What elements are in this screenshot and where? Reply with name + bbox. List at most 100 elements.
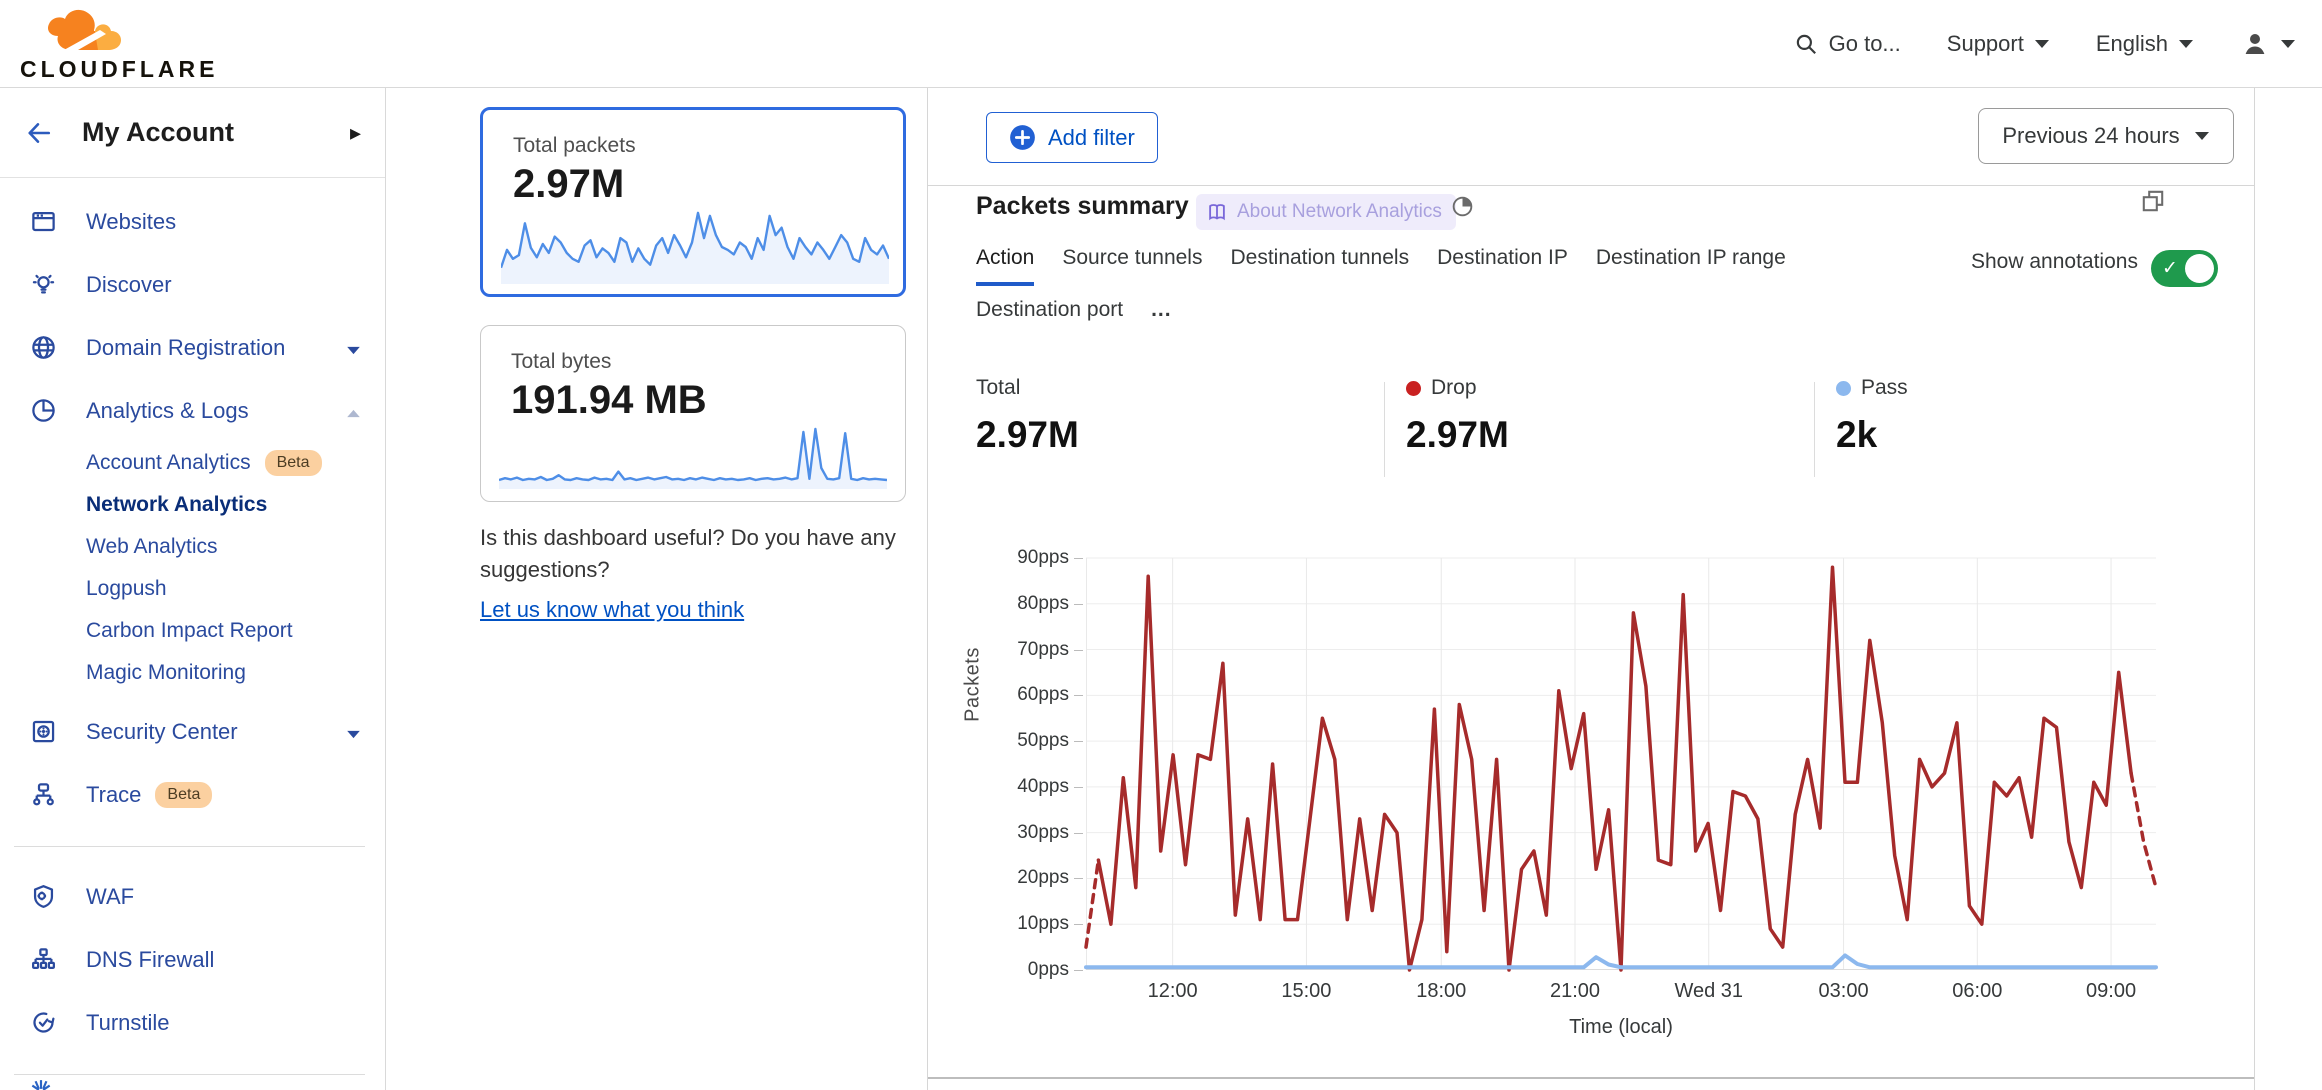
sidebar-item-label: Websites	[86, 208, 177, 234]
sidebar-item-turnstile[interactable]: Turnstile	[0, 991, 385, 1054]
stat-label: Pass	[1861, 376, 1908, 399]
plus-circle-icon	[1010, 125, 1035, 150]
x-tick-label: Wed 31	[1674, 980, 1744, 1002]
stat-drop[interactable]: Drop 2.97M	[1406, 376, 1509, 456]
chevron-down-icon	[2179, 40, 2193, 48]
chevron-right-icon[interactable]: ▸	[349, 119, 361, 145]
beta-badge: Beta	[264, 450, 322, 476]
tabs-overflow-button[interactable]: ...	[1151, 298, 1172, 321]
toggle-knob	[2185, 254, 2214, 283]
go-to-search[interactable]: Go to...	[1793, 31, 1901, 57]
filter-toolbar: Add filter Previous 24 hours	[928, 88, 2254, 186]
sidebar-item-waf[interactable]: WAF	[0, 865, 385, 928]
time-range-dropdown[interactable]: Previous 24 hours	[1978, 108, 2234, 164]
top-header-bar: CLOUDFLARE Go to... Support English	[0, 0, 2322, 88]
x-tick-label: 03:00	[1818, 980, 1869, 1002]
y-tick-mark	[1074, 603, 1083, 605]
section-divider	[928, 1077, 2254, 1079]
add-filter-label: Add filter	[1048, 124, 1135, 150]
tab-destination-ip[interactable]: Destination IP	[1437, 246, 1568, 269]
total-bytes-card[interactable]: Total bytes 191.94 MB	[480, 325, 906, 502]
beta-badge: Beta	[155, 781, 213, 808]
y-tick-mark	[1074, 878, 1083, 880]
add-filter-button[interactable]: Add filter	[986, 112, 1158, 163]
sidebar-item-discover[interactable]: Discover	[0, 253, 385, 316]
cloudflare-logo[interactable]: CLOUDFLARE	[20, 6, 214, 82]
tab-action[interactable]: Action	[976, 246, 1035, 286]
chevron-down-icon	[2281, 40, 2295, 48]
dns-firewall-icon	[30, 946, 57, 973]
y-tick-mark	[1074, 649, 1083, 651]
account-header: My Account ▸	[0, 88, 385, 178]
sidebar-item-label: Discover	[86, 271, 172, 297]
sidebar-item-analytics-logs[interactable]: Analytics & Logs	[0, 379, 385, 442]
sidebar-item-label: Network Analytics	[86, 493, 268, 516]
card-value: 2.97M	[513, 162, 625, 206]
total-packets-card[interactable]: Total packets 2.97M	[480, 107, 906, 297]
security-center-icon	[30, 718, 57, 745]
sidebar-item-trace[interactable]: Trace Beta	[0, 763, 385, 826]
language-label: English	[2095, 31, 2168, 56]
account-title: My Account	[82, 117, 235, 147]
y-tick-label: 50pps	[1017, 730, 1069, 752]
websites-icon	[30, 208, 57, 235]
sidebar-item-dns-firewall[interactable]: DNS Firewall	[0, 928, 385, 991]
y-tick-label: 40pps	[1017, 775, 1069, 797]
language-menu[interactable]: English	[2096, 31, 2194, 57]
legend-stats-row: Total 2.97M Drop 2.97M Pass 2k	[928, 376, 2254, 486]
sidebar-item-domain-registration[interactable]: Domain Registration	[0, 316, 385, 379]
sidebar-item-label: Web Analytics	[86, 535, 218, 558]
y-tick-mark	[1074, 786, 1083, 788]
discover-icon	[30, 271, 57, 298]
sidebar-item-label: DNS Firewall	[86, 946, 215, 972]
about-network-analytics-badge[interactable]: About Network Analytics	[1196, 194, 1456, 230]
feedback-link[interactable]: Let us know what you think	[480, 596, 745, 622]
show-annotations-toggle[interactable]: ✓	[2151, 250, 2218, 287]
sidebar-item-label: Analytics & Logs	[86, 397, 249, 423]
y-tick-mark	[1074, 741, 1083, 743]
go-to-label: Go to...	[1828, 31, 1901, 56]
y-tick-label: 60pps	[1017, 684, 1069, 706]
x-tick-label: 12:00	[1147, 980, 1198, 1002]
sidebar-item-label: Logpush	[86, 577, 167, 600]
pie-status-icon[interactable]	[1450, 194, 1475, 224]
sidebar-divider	[14, 846, 365, 847]
sidebar-item-logpush[interactable]: Logpush	[0, 568, 385, 610]
tab-destination-port[interactable]: Destination port	[976, 298, 1124, 321]
show-annotations-label: Show annotations	[1971, 250, 2138, 273]
y-tick-mark	[1074, 970, 1083, 971]
x-axis-title: Time (local)	[1569, 1016, 1673, 1038]
stat-pass[interactable]: Pass 2k	[1836, 376, 1908, 456]
sidebar-item-account-analytics[interactable]: Account Analytics Beta	[0, 442, 385, 484]
tab-destination-ip-range[interactable]: Destination IP range	[1595, 246, 1786, 269]
x-axis-ticks: 12:00 15:00 18:00 21:00 Wed 31 03:00 06:00 09:0…	[1086, 980, 2156, 1010]
tab-destination-tunnels[interactable]: Destination tunnels	[1230, 246, 1410, 269]
tab-source-tunnels[interactable]: Source tunnels	[1062, 246, 1203, 269]
sidebar-item-label: Turnstile	[86, 1009, 170, 1035]
legend-dot	[1836, 380, 1851, 396]
sidebar-item-label: Trace	[86, 781, 142, 807]
y-tick-label: 20pps	[1017, 867, 1069, 889]
y-tick-label: 90pps	[1017, 547, 1069, 568]
total-packets-sparkline	[501, 211, 889, 284]
back-arrow-icon[interactable]	[24, 120, 54, 146]
sidebar-item-carbon-impact-report[interactable]: Carbon Impact Report	[0, 610, 385, 652]
sidebar-item-network-analytics[interactable]: Network Analytics	[0, 483, 385, 527]
total-bytes-sparkline	[499, 427, 887, 489]
panel-title: Packets summary	[976, 192, 1189, 220]
sidebar-item-websites[interactable]: Websites	[0, 190, 385, 253]
sidebar-item-magic-monitoring[interactable]: Magic Monitoring	[0, 652, 385, 694]
expand-panel-icon[interactable]	[2140, 188, 2166, 219]
support-menu[interactable]: Support	[1947, 31, 2050, 57]
y-tick-mark	[1074, 832, 1083, 834]
account-menu[interactable]	[2240, 29, 2296, 59]
chevron-down-icon	[2194, 132, 2209, 140]
y-tick-label: 70pps	[1017, 638, 1069, 660]
sidebar-item-web-analytics[interactable]: Web Analytics	[0, 526, 385, 568]
y-tick-mark	[1074, 558, 1083, 559]
sidebar-divider	[14, 1074, 365, 1075]
stat-total[interactable]: Total 2.97M	[976, 376, 1079, 456]
legend-dot	[1406, 380, 1421, 396]
x-tick-label: 09:00	[2086, 980, 2137, 1002]
sidebar-item-security-center[interactable]: Security Center	[0, 700, 385, 763]
